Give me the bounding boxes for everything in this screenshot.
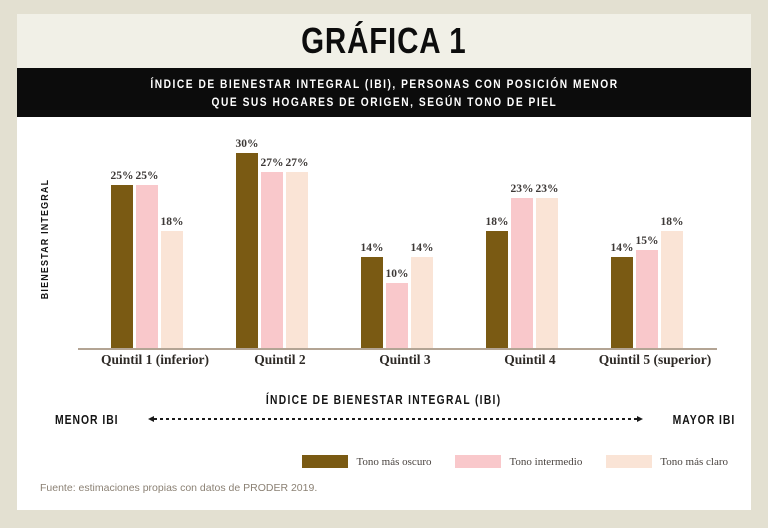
- x-axis-title-text: ÍNDICE DE BIENESTAR INTEGRAL (IBI): [266, 393, 502, 407]
- bar-tono-intermedio-q4: [511, 198, 533, 348]
- chart-title-line-2: QUE SUS HOGARES DE ORIGEN, SEGÚN TONO DE…: [211, 94, 557, 109]
- bar-value-label: 27%: [260, 157, 284, 169]
- bar-tono-mas-claro-q4: [536, 198, 558, 348]
- legend-label-tono-mas-oscuro: Tono más oscuro: [356, 455, 432, 468]
- bar-tono-intermedio-q3: [386, 283, 408, 348]
- chart-title-banner: ÍNDICE DE BIENESTAR INTEGRAL (IBI), PERS…: [17, 68, 751, 117]
- x-axis-category-label: Quintil 3: [379, 352, 431, 367]
- ibi-direction-row: MENOR IBI MAYOR IBI: [55, 411, 735, 427]
- bar-value-label: 25%: [110, 170, 134, 182]
- bar-value-label: 15%: [635, 235, 659, 247]
- bar-tono-mas-claro-q3: [411, 257, 433, 348]
- bar-tono-intermedio-q2: [261, 172, 283, 348]
- infographic-panel: GRÁFICA 1 ÍNDICE DE BIENESTAR INTEGRAL (…: [17, 14, 751, 510]
- legend-item-tono-mas-oscuro: Tono más oscuro: [302, 455, 431, 468]
- x-axis-line: [78, 348, 717, 350]
- bar-tono-mas-oscuro-q2: [236, 153, 258, 348]
- bar-tono-mas-claro-q2: [286, 172, 308, 348]
- bar-value-label: 18%: [485, 216, 509, 228]
- menor-ibi-label: MENOR IBI: [55, 411, 119, 427]
- arrow-left-head-icon: [148, 416, 155, 422]
- legend-item-tono-mas-claro: Tono más claro: [606, 455, 728, 468]
- x-axis-category-label: Quintil 1 (inferior): [101, 352, 209, 367]
- bar-value-label: 14%: [410, 242, 434, 254]
- arrow-dashed-line: [154, 418, 637, 420]
- bar-tono-mas-oscuro-q4: [486, 231, 508, 348]
- bar-value-label: 18%: [660, 216, 684, 228]
- title-strip: GRÁFICA 1: [17, 14, 751, 68]
- legend-label-tono-mas-claro: Tono más claro: [660, 455, 728, 468]
- bar-tono-mas-oscuro-q5: [611, 257, 633, 348]
- legend-swatch-tono-mas-oscuro: [302, 455, 349, 468]
- bar-value-label: 14%: [360, 242, 384, 254]
- bar-tono-intermedio-q1: [136, 185, 158, 348]
- legend: Tono más oscuro Tono intermedio Tono más c…: [302, 455, 728, 468]
- mayor-ibi-label: MAYOR IBI: [672, 411, 735, 427]
- bar-value-label: 18%: [160, 216, 184, 228]
- x-axis-category-label: Quintil 2: [254, 352, 306, 367]
- bar-value-label: 27%: [285, 157, 309, 169]
- legend-label-tono-intermedio: Tono intermedio: [509, 455, 583, 468]
- arrow-right-head-icon: [636, 416, 643, 422]
- bar-value-label: 25%: [135, 170, 159, 182]
- bar-tono-mas-oscuro-q3: [361, 257, 383, 348]
- bar-value-label: 23%: [535, 183, 559, 195]
- ibi-direction-arrow: [148, 416, 643, 422]
- bar-value-label: 23%: [510, 183, 534, 195]
- page-title: GRÁFICA 1: [301, 20, 467, 61]
- legend-swatch-tono-intermedio: [455, 455, 502, 468]
- bar-value-label: 14%: [610, 242, 634, 254]
- x-axis-category-labels: Quintil 1 (inferior) Quintil 2 Quintil 3 Qu…: [17, 14, 751, 510]
- bar-value-label: 30%: [235, 138, 259, 150]
- bar-tono-intermedio-q5: [636, 250, 658, 348]
- x-axis-category-label: Quintil 4: [504, 352, 556, 367]
- bar-tono-mas-oscuro-q1: [111, 185, 133, 348]
- x-axis-category-label: Quintil 5 (superior): [598, 352, 712, 367]
- source-note: Fuente: estimaciones propias con datos d…: [40, 482, 318, 494]
- legend-swatch-tono-mas-claro: [606, 455, 653, 468]
- bar-value-label: 10%: [385, 268, 409, 280]
- x-axis-title: ÍNDICE DE BIENESTAR INTEGRAL (IBI): [17, 391, 751, 409]
- chart-title-line-1: ÍNDICE DE BIENESTAR INTEGRAL (IBI), PERS…: [149, 76, 619, 91]
- legend-item-tono-intermedio: Tono intermedio: [455, 455, 582, 468]
- bar-tono-mas-claro-q1: [161, 231, 183, 348]
- bar-chart-plot: 25% 25% 18% 30% 27% 27% 14% 10% 14% 18% 23% 23% 14% 1…: [17, 117, 751, 348]
- bar-tono-mas-claro-q5: [661, 231, 683, 348]
